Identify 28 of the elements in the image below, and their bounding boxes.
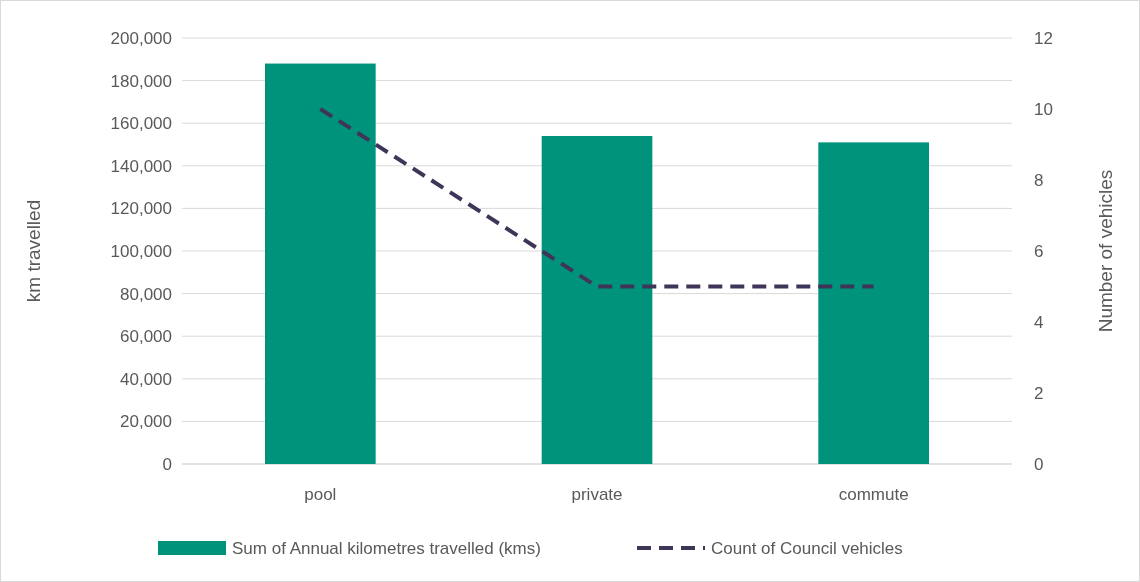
y-tick-label: 200,000 [110, 28, 172, 48]
bar [265, 63, 376, 464]
y-tick-label: 160,000 [110, 114, 172, 134]
y2-tick-label: 8 [1034, 170, 1044, 190]
y-tick-label: 60,000 [120, 327, 172, 347]
x-tick-label: private [571, 485, 623, 504]
y-axis-title: km travelled [23, 199, 44, 303]
legend-label: Count of Council vehicles [711, 538, 903, 558]
y-tick-label: 20,000 [120, 412, 172, 432]
y2-tick-label: 4 [1034, 312, 1044, 332]
y-tick-label: 0 [162, 454, 172, 474]
y2-tick-label: 2 [1034, 383, 1044, 403]
y2-tick-label: 10 [1034, 99, 1053, 119]
y-tick-label: 100,000 [110, 241, 172, 261]
x-tick-label: commute [838, 485, 909, 504]
y2-tick-label: 12 [1034, 28, 1053, 48]
y-tick-label: 40,000 [120, 369, 172, 389]
bar [818, 142, 929, 464]
y-tick-label: 80,000 [120, 284, 172, 304]
legend-label: Sum of Annual kilometres travelled (kms) [232, 538, 541, 558]
x-tick-label: pool [304, 485, 337, 504]
y-tick-label: 180,000 [110, 71, 172, 91]
bar [541, 135, 653, 464]
y2-tick-label: 6 [1034, 241, 1044, 261]
y-tick-label: 140,000 [110, 156, 172, 176]
y-tick-label: 120,000 [110, 199, 172, 219]
y2-axis-title: Number of vehicles [1095, 169, 1116, 333]
y2-tick-label: 0 [1034, 454, 1044, 474]
